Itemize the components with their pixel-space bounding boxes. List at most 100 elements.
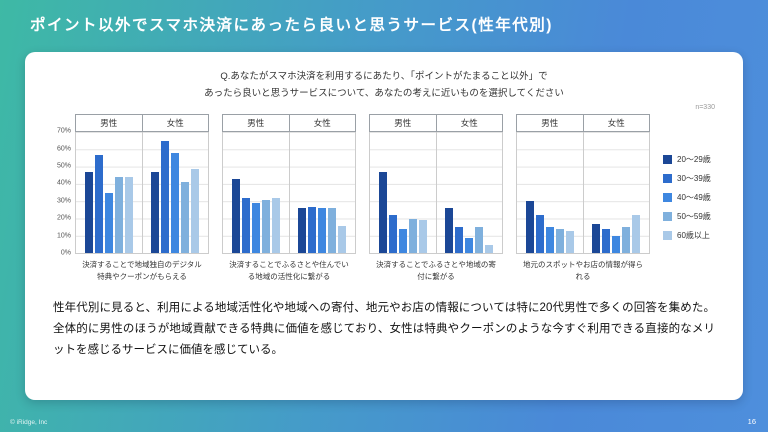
bar-female-30〜39歳 [602,229,611,254]
chart-digital-coupon: 男性 女性 決済することで地域独自のデジタル特典やクーポンがもらえる [75,114,209,282]
bar-male-50〜59歳 [261,199,270,254]
bar-male-40〜49歳 [104,192,113,254]
male-bars [517,132,584,254]
chart-category-label: 決済することで地域独自のデジタル特典やクーポンがもらえる [82,260,202,281]
survey-question-line1: Q.あなたがスマホ決済を利用するにあたり、「ポイントがたまること以外」で [220,71,548,82]
legend-label: 50〜59歳 [677,212,711,222]
sample-size-label: n=330 [695,104,715,111]
male-bars [223,132,290,254]
content-card: Q.あなたがスマホ決済を利用するにあたり、「ポイントがたまること以外」で あった… [25,52,743,400]
legend-label: 40〜49歳 [677,193,711,203]
chart-local-info: 男性 女性 地元のスポットやお店の情報が得られる [516,114,650,282]
group-label-female: 女性 [289,114,356,133]
legend-swatch [663,212,672,222]
y-axis-tick: 30% [56,197,71,205]
bar-male-30〜39歳 [94,154,103,254]
female-bars [437,132,503,254]
bar-female-60歳以上 [338,225,347,254]
bar-male-20〜29歳 [525,201,534,254]
group-label-female: 女性 [583,114,650,133]
bar-male-20〜29歳 [378,171,387,254]
bar-female-30〜39歳 [308,206,317,254]
chart-category-label: 地元のスポットやお店の情報が得られる [523,260,643,281]
bar-female-30〜39歳 [455,227,464,254]
bar-female-20〜29歳 [445,208,454,254]
legend-item: 30〜39歳 [663,173,735,184]
bar-female-50〜59歳 [328,208,337,254]
bar-female-60歳以上 [191,168,200,254]
female-bars [290,132,356,254]
bar-female-60歳以上 [485,244,494,254]
bar-male-60歳以上 [418,220,427,254]
bar-female-50〜59歳 [181,182,190,254]
bar-male-50〜59歳 [114,177,123,254]
bar-male-20〜29歳 [231,178,240,254]
group-label-male: 男性 [75,114,143,133]
bar-female-20〜29歳 [298,208,307,254]
bar-female-40〜49歳 [318,208,327,254]
bar-male-20〜29歳 [84,171,93,254]
bar-female-20〜29歳 [151,171,160,254]
male-bars [370,132,437,254]
legend-label: 30〜39歳 [677,174,711,184]
y-axis-tick: 40% [56,179,71,187]
group-label-male: 男性 [222,114,290,133]
female-bars [143,132,209,254]
bar-female-30〜39歳 [161,140,170,254]
y-axis-tick: 20% [56,214,71,222]
chart-category-label: 決済することでふるさとや地域の寄付に繋がる [376,260,496,281]
bar-female-50〜59歳 [475,227,484,254]
bar-female-20〜29歳 [592,223,601,254]
group-label-male: 男性 [516,114,584,133]
bar-male-40〜49歳 [545,227,554,254]
bar-male-30〜39歳 [388,215,397,254]
legend-swatch [663,174,672,184]
y-axis-tick: 50% [56,162,71,170]
slide-title: ポイント以外でスマホ決済にあったら良いと思うサービス(性年代別) [30,17,553,34]
legend-swatch [663,231,672,241]
bar-male-60歳以上 [124,177,133,254]
plot-area [75,132,209,255]
chart-header: 男性 女性 [516,114,650,133]
group-label-female: 女性 [142,114,209,133]
page-number: 16 [747,417,756,426]
legend-item: 50〜59歳 [663,211,735,222]
bar-female-40〜49歳 [171,152,180,254]
charts-row: 70% 60% 50% 40% 30% 20% 10% 0% 男性 女性 決済することで地域独… [25,114,743,282]
group-label-male: 男性 [369,114,437,133]
legend-swatch [663,193,672,203]
plot-area [516,132,650,255]
bar-male-60歳以上 [271,197,280,254]
chart-header: 男性 女性 [369,114,503,133]
legend-item: 60歳以上 [663,230,735,241]
y-axis-tick: 0% [60,249,71,257]
bar-male-60歳以上 [565,230,574,254]
chart-header: 男性 女性 [75,114,209,133]
chart-region-donation: 男性 女性 決済することでふるさとや地域の寄付に繋がる [369,114,503,282]
legend-label: 60歳以上 [677,231,710,241]
copyright-label: © iRidge, Inc [10,419,48,426]
group-label-female: 女性 [436,114,503,133]
bar-female-60歳以上 [632,215,641,254]
legend-swatch [663,155,672,165]
bar-male-40〜49歳 [251,203,260,254]
bar-male-30〜39歳 [241,197,250,254]
female-bars [584,132,650,254]
legend-item: 40〜49歳 [663,192,735,203]
bar-male-30〜39歳 [535,215,544,254]
chart-header: 男性 女性 [222,114,356,133]
bar-male-40〜49歳 [398,229,407,254]
bar-female-50〜59歳 [622,227,631,254]
bar-male-50〜59歳 [555,229,564,254]
bar-male-50〜59歳 [408,218,417,254]
survey-question: Q.あなたがスマホ決済を利用するにあたり、「ポイントがたまること以外」で あった… [25,52,743,102]
plot-area [222,132,356,255]
chart-category-label: 決済することでふるさとや住んでいる地域の活性化に繋がる [229,260,349,281]
chart-region-activation: 男性 女性 決済することでふるさとや住んでいる地域の活性化に繋がる [222,114,356,282]
bar-female-40〜49歳 [612,235,621,254]
y-axis-tick: 70% [56,127,71,135]
survey-question-line2: あったら良いと思うサービスについて、あなたの考えに近いものを選択してください [204,88,564,100]
bar-female-40〜49歳 [465,237,474,254]
y-axis-tick: 10% [56,232,71,240]
